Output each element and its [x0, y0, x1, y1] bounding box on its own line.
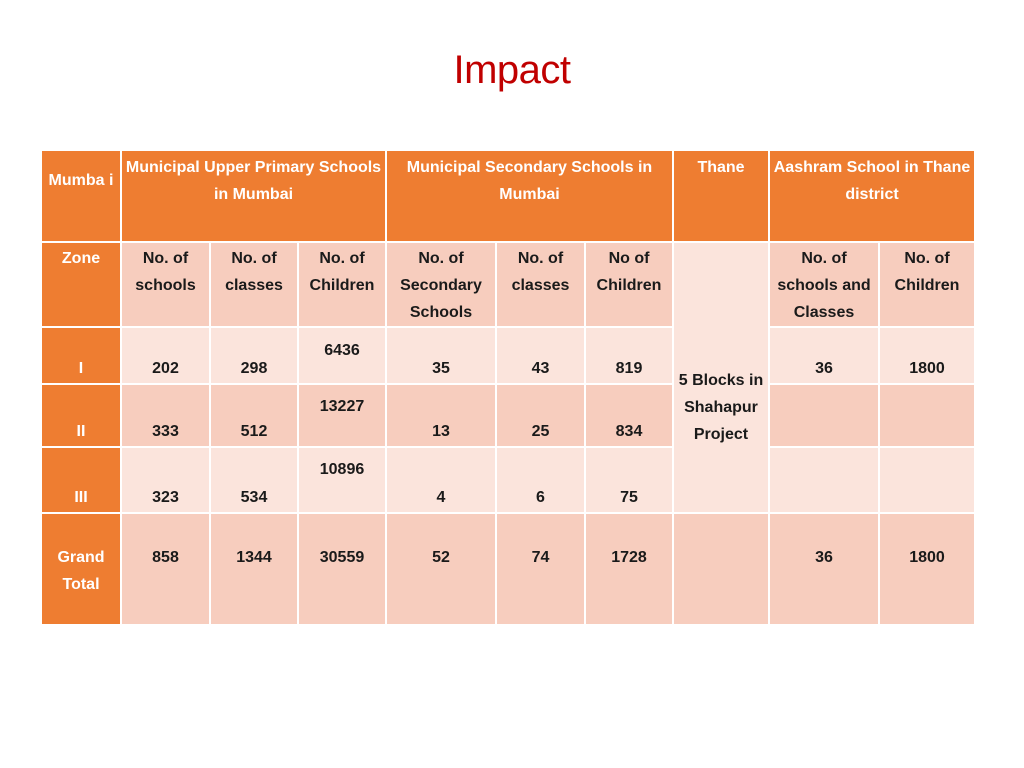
- table-cell: 323: [120, 446, 211, 514]
- table-cell: 35: [385, 326, 497, 385]
- subheader-classes: No. of classes: [209, 241, 299, 328]
- table-cell: 30559: [297, 512, 387, 626]
- header-mumbai: Mumba i: [40, 149, 122, 243]
- table-cell: [672, 512, 770, 626]
- table-cell: 858: [120, 512, 211, 626]
- table-cell: 1800: [878, 512, 976, 626]
- zone-cell: I: [40, 326, 122, 385]
- table-row: II 333 512 13227 13 25 834: [40, 383, 976, 448]
- table-cell: 36: [768, 326, 880, 385]
- subheader-secondary-schools: No. of Secondary Schools: [385, 241, 497, 328]
- table-row: I 202 298 6436 35 43 819 36 1800: [40, 326, 976, 385]
- subheader-children: No. of Children: [297, 241, 387, 328]
- table-cell: 834: [584, 383, 674, 448]
- thane-blocks-cell: 5 Blocks in Shahapur Project: [672, 241, 770, 514]
- table-cell: 13227: [297, 383, 387, 448]
- subheader-schools: No. of schools: [120, 241, 211, 328]
- table-cell: 74: [495, 512, 586, 626]
- table-header-row: Mumba i Municipal Upper Primary Schools …: [40, 149, 976, 243]
- header-upper-primary: Municipal Upper Primary Schools in Mumba…: [120, 149, 387, 243]
- grand-total-label: Grand Total: [40, 512, 122, 626]
- header-thane: Thane: [672, 149, 770, 243]
- table-cell: [878, 383, 976, 448]
- subheader-aashram-children: No. of Children: [878, 241, 976, 328]
- header-secondary: Municipal Secondary Schools in Mumbai: [385, 149, 674, 243]
- table-subheader-row: Zone No. of schools No. of classes No. o…: [40, 241, 976, 514]
- subheader-zone: Zone: [40, 241, 122, 328]
- header-aashram: Aashram School in Thane district: [768, 149, 976, 243]
- table-cell: 512: [209, 383, 299, 448]
- table-cell: 13: [385, 383, 497, 448]
- impact-table: Mumba i Municipal Upper Primary Schools …: [40, 149, 976, 626]
- table-cell: [768, 446, 880, 514]
- table-cell: 1344: [209, 512, 299, 626]
- table-cell: 333: [120, 383, 211, 448]
- table-cell: 4: [385, 446, 497, 514]
- table-cell: 75: [584, 446, 674, 514]
- subheader-schools-classes: No. of schools and Classes: [768, 241, 880, 328]
- page-title: Impact: [453, 48, 571, 92]
- grand-total-row: Grand Total 858 1344 30559 52 74 1728 36…: [40, 512, 976, 626]
- zone-cell: III: [40, 446, 122, 514]
- table-cell: 534: [209, 446, 299, 514]
- table-cell: 6436: [297, 326, 387, 385]
- table-cell: 6: [495, 446, 586, 514]
- table-cell: 52: [385, 512, 497, 626]
- table-cell: 25: [495, 383, 586, 448]
- table-cell: 36: [768, 512, 880, 626]
- table-cell: 1728: [584, 512, 674, 626]
- table-row: III 323 534 10896 4 6 75: [40, 446, 976, 514]
- zone-cell: II: [40, 383, 122, 448]
- table-cell: 43: [495, 326, 586, 385]
- subheader-secondary-children: No of Children: [584, 241, 674, 328]
- table-cell: 10896: [297, 446, 387, 514]
- table-cell: 1800: [878, 326, 976, 385]
- table-cell: [878, 446, 976, 514]
- table-cell: 819: [584, 326, 674, 385]
- table-cell: 298: [209, 326, 299, 385]
- table-cell: [768, 383, 880, 448]
- table-cell: 202: [120, 326, 211, 385]
- subheader-secondary-classes: No. of classes: [495, 241, 586, 328]
